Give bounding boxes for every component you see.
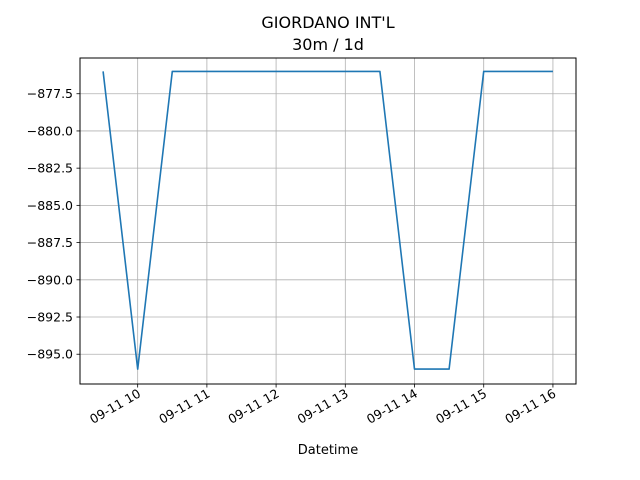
y-axis: −877.5 −880.0 −882.5 −885.0 −887.5 −890.0 −892…	[27, 86, 80, 362]
x-tick-label: 09-11 12	[225, 386, 281, 427]
x-tick-label: 09-11 10	[87, 386, 143, 427]
y-tick-label: −877.5	[27, 86, 73, 101]
y-tick-label: −880.0	[27, 123, 73, 138]
x-tick-label: 09-11 16	[502, 386, 558, 427]
y-tick-label: −890.0	[27, 272, 73, 287]
y-tick-label: −895.0	[27, 347, 73, 362]
series-line	[102, 70, 553, 370]
x-tick-label: 09-11 14	[364, 386, 420, 427]
y-tick-label: −882.5	[27, 161, 73, 176]
x-tick-label: 09-11 15	[433, 386, 489, 427]
x-tick-label: 09-11 11	[156, 386, 212, 427]
x-tick-label: 09-11 13	[295, 386, 351, 427]
chart-title: GIORDANO INT'L	[261, 13, 394, 32]
x-axis-label: Datetime	[298, 443, 358, 458]
plot-frame	[79, 57, 577, 385]
chart-subtitle: 30m / 1d	[292, 35, 364, 54]
x-axis: 09-11 10 09-11 11 09-11 12 09-11 13 09-11 14…	[87, 384, 558, 427]
y-tick-label: −885.0	[27, 198, 73, 213]
grid-lines	[80, 58, 576, 384]
y-tick-label: −887.5	[27, 235, 73, 250]
series-layer	[102, 70, 553, 370]
y-tick-label: −892.5	[27, 310, 73, 325]
